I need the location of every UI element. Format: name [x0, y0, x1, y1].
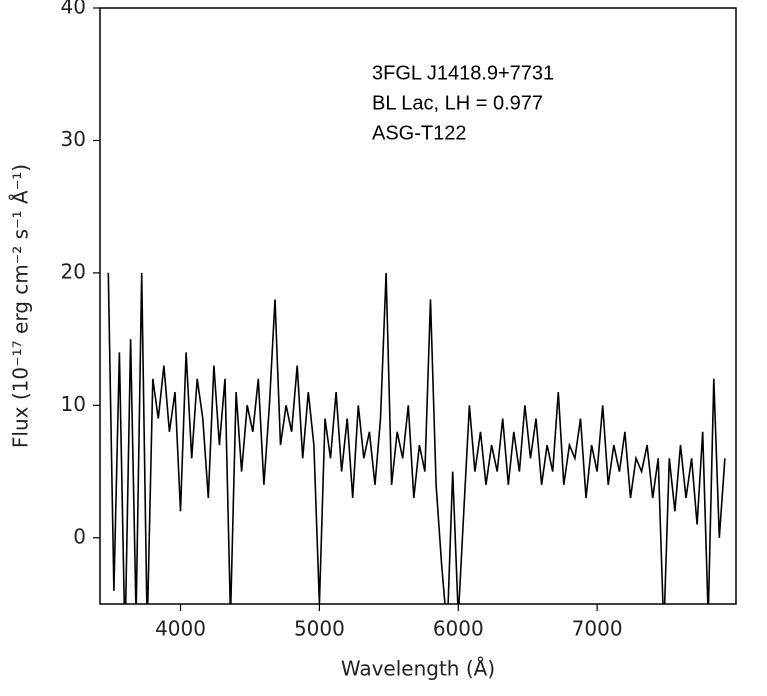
x-tick-label: 7000: [572, 617, 623, 641]
spectrum-line: [107, 272, 726, 604]
x-tick-label: 6000: [433, 617, 484, 641]
y-tick-label: 20: [61, 259, 86, 283]
x-tick-label: 4000: [155, 617, 206, 641]
plot-frame: [99, 7, 737, 605]
y-tick-label: 10: [61, 392, 86, 416]
annotation: ASG-T122: [372, 122, 466, 144]
y-tick-label: 40: [61, 0, 86, 19]
y-tick-label: 0: [73, 524, 86, 548]
y-axis-label: Flux (10⁻¹⁷ erg cm⁻² s⁻¹ Å⁻¹): [9, 164, 33, 448]
annotation: BL Lac, LH = 0.977: [372, 92, 543, 114]
y-tick-label: 30: [61, 127, 86, 151]
annotation: 3FGL J1418.9+7731: [372, 62, 554, 84]
x-tick-label: 5000: [294, 617, 345, 641]
x-axis-label: Wavelength (Å): [341, 657, 495, 681]
